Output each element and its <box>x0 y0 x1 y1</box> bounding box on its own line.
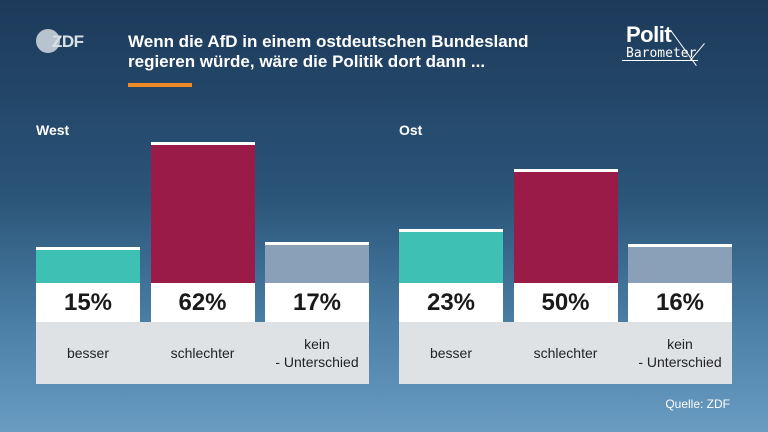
bar-ost-schlechter <box>513 171 618 283</box>
category-label-west-besser: besser <box>66 345 110 361</box>
headline-line-2: regieren würde, wäre die Politik dort da… <box>128 52 486 71</box>
source-note: Quelle: ZDF <box>665 397 730 411</box>
value-label-west-kein-unterschied: 17% <box>265 283 369 322</box>
bar-cap-ost-kein-unterschied <box>628 244 732 248</box>
value-label-ost-kein-unterschied: 16% <box>628 283 732 322</box>
category-label-ost-kein-unterschied: kein - Unterschied <box>638 336 722 370</box>
category-label-west-schlechter: schlechter <box>170 345 235 361</box>
value-label-ost-schlechter: 50% <box>513 283 618 322</box>
zdf-logo-circle <box>36 29 60 53</box>
label-strip-west <box>36 322 369 384</box>
bar-cap-west-schlechter <box>150 142 255 145</box>
bar-west-kein-unterschied <box>265 245 369 283</box>
zdf-logo-text: ZDF <box>52 32 84 51</box>
bar-west-besser <box>36 249 140 283</box>
zdf-logo: ZDF <box>36 29 88 57</box>
category-label-west-kein-unterschied: kein - Unterschied <box>275 336 359 370</box>
category-label-ost-besser: besser <box>429 345 473 361</box>
bar-cap-west-besser <box>36 246 140 250</box>
bar-ost-besser <box>399 231 503 283</box>
headline-accent-bar <box>128 83 192 87</box>
politbarometer-logo-polit: Polit <box>626 22 672 47</box>
headline-line-1: Wenn die AfD in einem ostdeutschen Bunde… <box>128 32 529 51</box>
panel-title-ost: Ost <box>399 122 423 138</box>
value-label-ost-besser: 23% <box>399 283 503 322</box>
value-label-west-besser: 15% <box>36 283 140 322</box>
label-strip-ost <box>399 322 732 384</box>
chart-headline: Wenn die AfD in einem ostdeutschen Bunde… <box>128 32 588 72</box>
bar-cap-ost-besser <box>399 228 503 232</box>
bar-cap-ost-schlechter <box>513 168 618 172</box>
politbarometer-logo-underline <box>622 60 698 61</box>
politbarometer-logo: Polit Barometer <box>622 22 732 74</box>
bar-west-schlechter <box>150 145 255 283</box>
politbarometer-logo-barometer: Barometer <box>626 46 697 61</box>
bar-ost-kein-unterschied <box>628 247 732 283</box>
value-label-west-schlechter: 62% <box>150 283 255 322</box>
panel-title-west: West <box>36 122 70 138</box>
category-label-ost-schlechter: schlechter <box>533 345 598 361</box>
bar-cap-west-kein-unterschied <box>265 242 369 246</box>
